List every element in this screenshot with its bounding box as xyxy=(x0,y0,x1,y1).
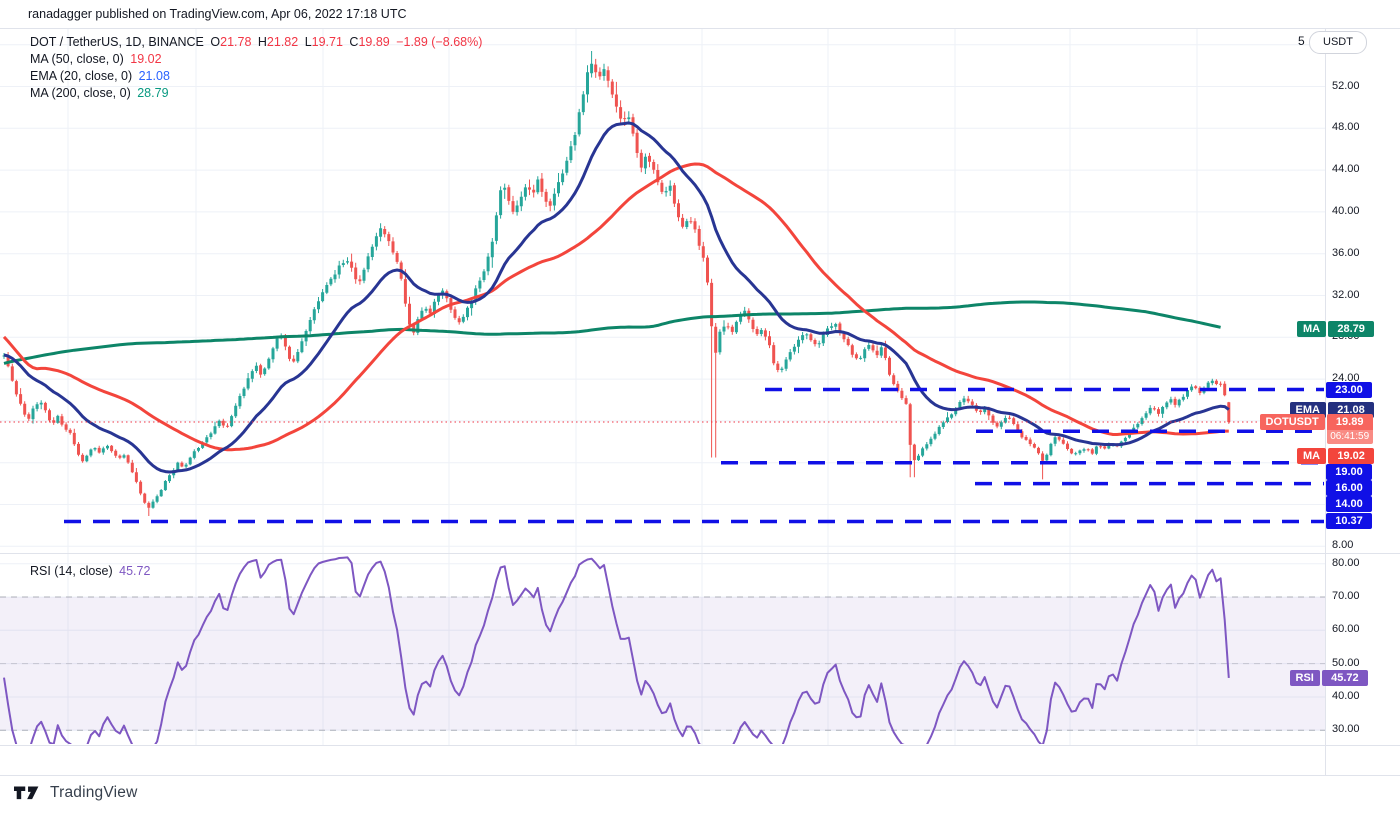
ema20-legend: EMA (20, close, 0) 21.08 xyxy=(30,69,173,83)
down-candle-bodies xyxy=(6,64,1231,508)
ma200-title: MA (200, close, 0) xyxy=(30,86,131,100)
price-tick-8: 8.00 xyxy=(1332,539,1354,552)
ma200-value: 28.79 xyxy=(137,86,169,100)
ma200-badge: MA 28.79 xyxy=(1297,321,1375,338)
ohlc-open-value: 21.78 xyxy=(220,35,252,49)
rsi-line xyxy=(3,556,1230,744)
level-16-badge: 16.00 xyxy=(1326,480,1372,496)
last-price-badge-value: 19.89 xyxy=(1326,414,1373,431)
ma50-badge: MA 19.02 xyxy=(1297,448,1375,464)
ma200-badge-value: 28.79 xyxy=(1328,321,1375,338)
price-axis[interactable]: 52.0048.0044.0040.0036.0032.0028.0024.00… xyxy=(1325,0,1400,775)
ohlc-high-label: H xyxy=(257,35,267,49)
last-price-badge: DOTUSDT 19.89 06:41:59 xyxy=(1259,414,1373,445)
ma50-title: MA (50, close, 0) xyxy=(30,52,124,66)
ema20-badge: EMA 21.08 xyxy=(1289,401,1374,418)
last-price-badge-tag: DOTUSDT xyxy=(1259,414,1325,431)
time-axis[interactable]: JulAugSepOctNovDec2022FebMarApr xyxy=(0,745,1400,775)
level-14-badge: 14.00 xyxy=(1326,496,1372,512)
rsi-value: 45.72 xyxy=(119,564,151,578)
symbol-legend: DOT / TetherUS, 1D, BINANCE O21.78 H21.8… xyxy=(30,35,485,49)
ma50-legend: MA (50, close, 0) 19.02 xyxy=(30,52,165,66)
ma200-badge-tag: MA xyxy=(1297,321,1327,338)
level-16-badge-value: 16.00 xyxy=(1326,480,1372,496)
rsi-badge-tag: RSI xyxy=(1289,669,1320,686)
down-candle-wicks xyxy=(7,58,1230,516)
ma200-line xyxy=(3,300,1221,365)
ma50-value: 19.02 xyxy=(130,52,162,66)
change-value: −1.89 (−8.68%) xyxy=(396,35,483,49)
clipped-axis-digit: 5 xyxy=(1298,34,1305,48)
ma200-legend: MA (200, close, 0) 28.79 xyxy=(30,86,172,100)
rsi-tick-30: 30.00 xyxy=(1332,723,1360,736)
level-23-badge: 23.00 xyxy=(1326,381,1372,398)
ohlc-low-label: L xyxy=(304,35,312,49)
price-tick-52: 52.00 xyxy=(1332,79,1360,92)
ohlc-open-label: O xyxy=(210,35,221,49)
tradingview-logo[interactable]: TradingView xyxy=(14,784,138,802)
price-tick-24: 24.00 xyxy=(1332,372,1360,385)
rsi-tick-80: 80.00 xyxy=(1332,556,1360,569)
rsi-badge: RSI 45.72 xyxy=(1289,669,1368,686)
level-14-badge-value: 14.00 xyxy=(1326,496,1372,512)
ohlc-close-label: C xyxy=(349,35,359,49)
ma50-badge-tag: MA xyxy=(1297,448,1327,464)
symbol-title: DOT / TetherUS, 1D, BINANCE xyxy=(30,35,204,49)
price-tick-36: 36.00 xyxy=(1332,246,1360,259)
ohlc-close-value: 19.89 xyxy=(358,35,390,49)
rsi-tick-40: 40.00 xyxy=(1332,689,1360,702)
published-attribution: ranadagger published on TradingView.com,… xyxy=(28,7,407,21)
price-tick-48: 48.00 xyxy=(1332,121,1360,134)
rsi-badge-value: 45.72 xyxy=(1321,669,1368,686)
rsi-legend: RSI (14, close) 45.72 xyxy=(30,564,153,578)
level-19-badge-value: 19.00 xyxy=(1326,464,1372,480)
level-1037-badge-value: 10.37 xyxy=(1326,513,1372,529)
rsi-band xyxy=(0,597,1325,731)
rsi-title: RSI (14, close) xyxy=(30,564,113,578)
level-23-badge-value: 23.00 xyxy=(1326,381,1372,398)
ema20-title: EMA (20, close, 0) xyxy=(30,69,133,83)
rsi-tick-50: 50.00 xyxy=(1332,656,1360,669)
ema20-badge-tag: EMA xyxy=(1289,401,1326,418)
currency-toggle-button[interactable]: USDT xyxy=(1309,31,1367,54)
price-tick-32: 32.00 xyxy=(1332,288,1360,301)
ohlc-high-value: 21.82 xyxy=(266,35,299,49)
price-tick-40: 40.00 xyxy=(1332,204,1360,217)
ema20-value: 21.08 xyxy=(138,69,170,83)
ma50-line xyxy=(2,162,1229,452)
tradingview-logo-icon xyxy=(14,786,39,799)
ema20-badge-value: 21.08 xyxy=(1327,401,1374,418)
price-tick-44: 44.00 xyxy=(1332,163,1360,176)
ohlc-low-value: 19.71 xyxy=(311,35,343,49)
rsi-tick-70: 70.00 xyxy=(1332,590,1360,602)
tradingview-logo-text: TradingView xyxy=(50,784,138,801)
rsi-tick-60: 60.00 xyxy=(1332,623,1360,636)
last-price-badge-countdown: 06:41:59 xyxy=(1326,430,1373,445)
ema20-line xyxy=(3,121,1230,474)
level-19-badge: 19.00 xyxy=(1326,464,1372,480)
ma50-badge-value: 19.02 xyxy=(1328,448,1375,464)
level-1037-badge: 10.37 xyxy=(1326,513,1372,529)
pane-separators xyxy=(0,28,1400,776)
